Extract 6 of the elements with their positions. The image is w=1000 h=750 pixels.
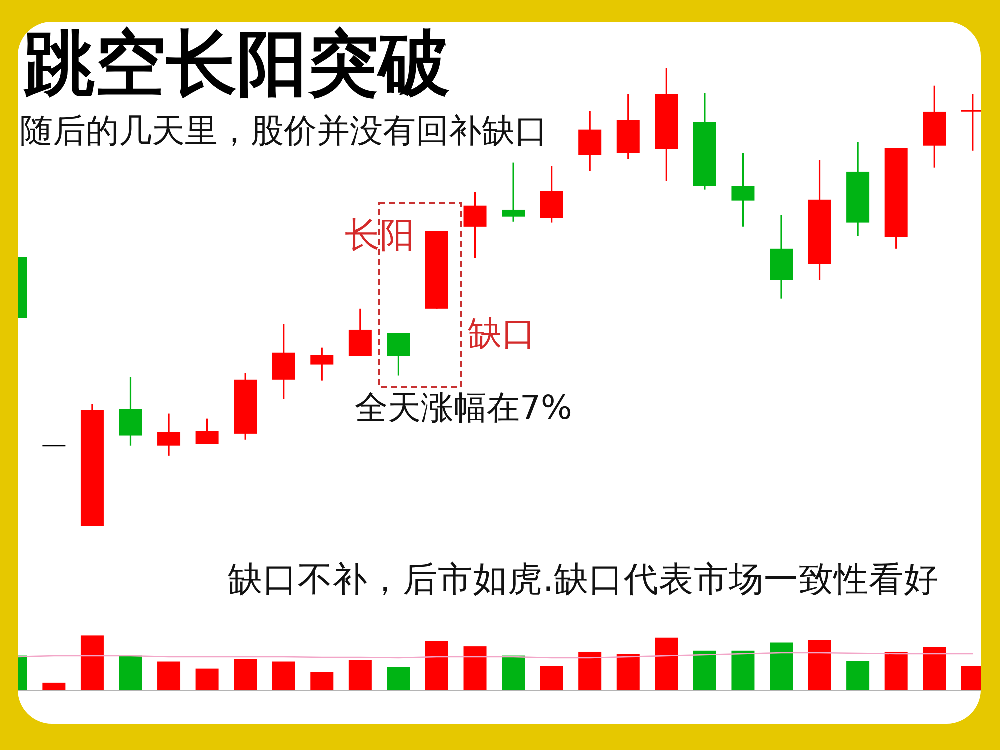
subtitle: 随后的几天里，股价并没有回补缺口 — [20, 111, 548, 150]
annotation: 长阳 — [345, 216, 415, 256]
chart-title: 跳空长阳突破 — [24, 22, 450, 105]
annotation: 缺口不补，后市如虎.缺口代表市场一致性看好 — [228, 560, 939, 600]
annotation: 缺口 — [468, 314, 536, 354]
annotation: 全天涨幅在7% — [355, 388, 572, 427]
